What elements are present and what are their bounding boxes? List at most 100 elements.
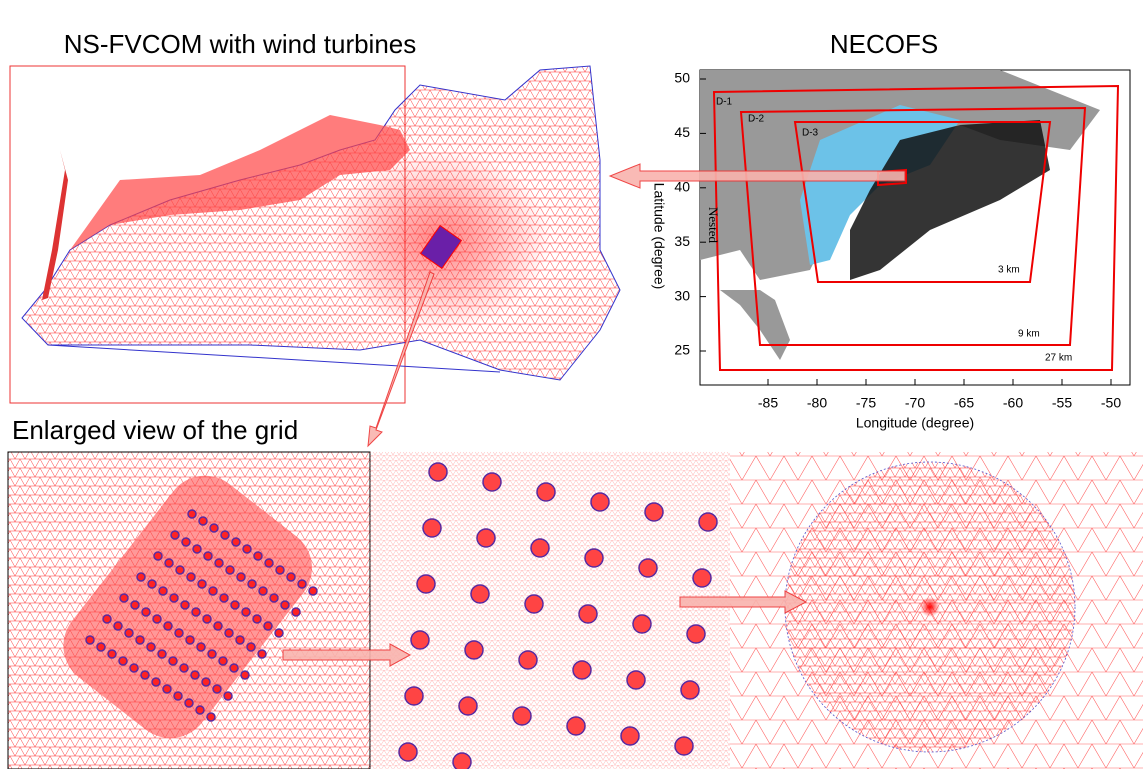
mesh-panel — [10, 66, 620, 403]
turbine — [153, 615, 161, 623]
x-tick-label: -50 — [1101, 395, 1121, 411]
turbine — [130, 664, 138, 672]
turbine — [186, 636, 194, 644]
turbine — [226, 566, 234, 574]
turbine — [253, 615, 261, 623]
turbine — [264, 622, 272, 630]
turbine — [136, 636, 144, 644]
turbine — [230, 664, 238, 672]
domain-label: D-3 — [802, 128, 819, 139]
turbine — [142, 608, 150, 616]
turbine — [276, 566, 284, 574]
y-tick-label: 30 — [674, 287, 690, 303]
turbine — [213, 685, 221, 693]
turbine — [237, 573, 245, 581]
turbine — [254, 552, 262, 560]
turbine — [693, 569, 711, 587]
turbine — [281, 601, 289, 609]
turbine — [198, 580, 206, 588]
turbine — [182, 538, 190, 546]
y-tick-label: 25 — [674, 342, 690, 358]
turbine — [220, 594, 228, 602]
turbine — [453, 753, 471, 769]
turbine — [591, 493, 609, 511]
x-tick-label: -85 — [758, 395, 778, 411]
panel-title: Enlarged view of the grid — [12, 415, 298, 445]
turbine — [242, 608, 250, 616]
turbine — [411, 631, 429, 649]
domain-label: D-2 — [748, 114, 765, 125]
turbine — [243, 545, 251, 553]
side-label: Nested — [706, 207, 721, 244]
resolution-label: 9 km — [1018, 329, 1040, 340]
turbine — [108, 650, 116, 658]
turbine — [219, 657, 227, 665]
turbine — [208, 650, 216, 658]
turbine — [165, 559, 173, 567]
turbine — [152, 678, 160, 686]
turbine — [209, 587, 217, 595]
x-tick-label: -75 — [856, 395, 876, 411]
turbine — [513, 707, 531, 725]
turbine — [204, 552, 212, 560]
turbine — [519, 651, 537, 669]
turbine — [537, 483, 555, 501]
turbine — [196, 706, 204, 714]
turbine — [585, 549, 603, 567]
turbine — [174, 692, 182, 700]
turbine — [203, 615, 211, 623]
turbine — [114, 622, 122, 630]
turbine — [202, 678, 210, 686]
turbine — [169, 657, 177, 665]
turbine — [176, 566, 184, 574]
turbine — [137, 573, 145, 581]
turbine — [210, 524, 218, 532]
turbine — [471, 585, 489, 603]
turbine — [699, 513, 717, 531]
y-tick-label: 35 — [674, 233, 690, 249]
resolution-label: 3 km — [998, 265, 1020, 276]
turbine — [187, 573, 195, 581]
y-tick-label: 45 — [674, 124, 690, 140]
turbine — [131, 601, 139, 609]
turbine — [215, 559, 223, 567]
turbine — [192, 608, 200, 616]
turbine — [236, 636, 244, 644]
turbine — [681, 681, 699, 699]
turbine — [221, 531, 229, 539]
turbine — [633, 615, 651, 633]
turbine — [120, 594, 128, 602]
panel-title: NECOFS — [830, 29, 938, 59]
turbine — [531, 539, 549, 557]
turbine — [185, 699, 193, 707]
turbine — [247, 643, 255, 651]
y-tick-label: 50 — [674, 70, 690, 86]
turbine — [197, 643, 205, 651]
turbine — [241, 671, 249, 679]
turbine — [147, 643, 155, 651]
turbine — [687, 625, 705, 643]
turbine — [621, 727, 639, 745]
turbine — [188, 510, 196, 518]
turbine — [158, 650, 166, 658]
turbine — [429, 463, 447, 481]
x-axis-label: Longitude (degree) — [856, 415, 974, 431]
turbine — [214, 622, 222, 630]
turbine — [175, 629, 183, 637]
turbine — [193, 545, 201, 553]
turbine — [483, 473, 501, 491]
turbine — [477, 529, 495, 547]
turbine — [86, 636, 94, 644]
turbine — [525, 595, 543, 613]
turbine — [265, 559, 273, 567]
figure: NS-FVCOM with wind turbines NECOFS Enlar… — [0, 0, 1143, 769]
x-tick-label: -80 — [807, 395, 827, 411]
turbine — [181, 601, 189, 609]
turbine — [645, 503, 663, 521]
turbine — [225, 629, 233, 637]
turbine — [170, 594, 178, 602]
turbine — [259, 587, 267, 595]
turbine — [270, 594, 278, 602]
turbine — [309, 587, 317, 595]
turbine — [567, 717, 585, 735]
